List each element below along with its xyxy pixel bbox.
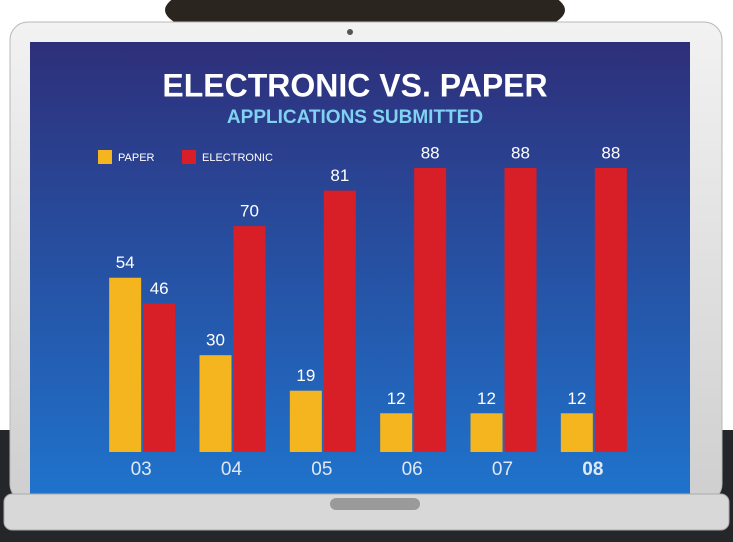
bar <box>109 277 142 452</box>
x-tick-label: 03 <box>131 459 152 480</box>
bar <box>199 355 232 452</box>
camera <box>347 29 353 35</box>
value-label: 88 <box>511 143 530 162</box>
chart: ELECTRONIC VS. PAPER APPLICATIONS SUBMIT… <box>98 67 627 480</box>
value-label: 88 <box>601 143 620 162</box>
bar <box>414 168 447 452</box>
bar <box>143 303 176 452</box>
value-label: 12 <box>387 389 406 408</box>
value-label: 54 <box>116 253 135 272</box>
bar <box>594 168 627 452</box>
x-tick-label: 08 <box>582 459 603 480</box>
bar <box>323 190 356 452</box>
chart-title: ELECTRONIC VS. PAPER <box>162 67 547 103</box>
value-label: 46 <box>150 279 169 298</box>
laptop-base <box>3 493 730 531</box>
x-tick-label: 05 <box>311 459 332 480</box>
latch <box>330 498 420 510</box>
value-label: 30 <box>206 331 225 350</box>
x-tick-label: 06 <box>402 459 423 480</box>
value-label: 12 <box>567 389 586 408</box>
legend-swatch <box>182 150 196 164</box>
bar <box>560 413 593 452</box>
x-tick-label: 04 <box>221 459 243 480</box>
chart-subtitle: APPLICATIONS SUBMITTED <box>227 107 483 128</box>
legend-swatch <box>98 150 112 164</box>
bar <box>233 226 266 452</box>
bar <box>470 413 503 452</box>
value-label: 12 <box>477 389 496 408</box>
value-label: 70 <box>240 202 259 221</box>
bar <box>289 390 322 452</box>
bar <box>504 168 537 452</box>
value-label: 88 <box>421 143 440 162</box>
x-tick-label: 07 <box>492 459 513 480</box>
bar <box>380 413 413 452</box>
value-label: 19 <box>296 366 315 385</box>
value-label: 81 <box>330 166 349 185</box>
legend-label: ELECTRONIC <box>202 152 273 164</box>
legend-label: PAPER <box>118 152 155 164</box>
